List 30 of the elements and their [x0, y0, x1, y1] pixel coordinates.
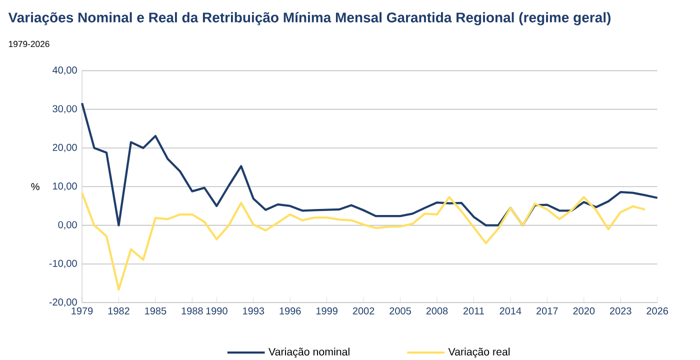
x-tick-label: 2014 [500, 307, 522, 314]
y-tick-label: 30,00 [52, 105, 77, 114]
y-tick-label: -10,00 [49, 260, 77, 268]
x-tick-label: 1996 [280, 307, 301, 314]
x-tick-label: 1988 [182, 307, 203, 314]
legend-label: Variação real [448, 348, 510, 358]
x-tick-label: 2020 [573, 307, 595, 314]
x-tick-label: 1990 [206, 307, 228, 314]
x-tick-label: 1982 [108, 307, 130, 314]
y-tick-label: 10,00 [53, 182, 77, 191]
x-tick-label: 2023 [610, 307, 632, 314]
x-tick-label: 2008 [426, 307, 448, 314]
x-tick-label: 2011 [463, 307, 484, 314]
chart-title: Variações Nominal e Real da Retribuição Mínima Mensal Garantida Regional (regime geral) [8, 12, 610, 26]
x-tick-label: 2002 [352, 307, 374, 314]
x-tick-label: 1985 [145, 307, 166, 314]
x-tick-label: 2017 [536, 307, 558, 314]
y-tick-label: -20,00 [49, 298, 77, 307]
x-tick-label: 1979 [72, 307, 93, 314]
line-series [80, 192, 646, 291]
x-tick-label: 2026 [646, 307, 668, 314]
y-tick-label: 40,00 [52, 66, 77, 75]
legend-label: Variação nominal [268, 348, 350, 358]
x-tick-label: 1999 [316, 307, 338, 314]
x-tick-label: 1993 [243, 307, 264, 314]
x-tick-label: 2005 [390, 307, 411, 314]
y-axis-title: % [31, 183, 40, 190]
y-tick-label: 0,00 [58, 221, 77, 230]
y-tick-label: 20,00 [52, 144, 77, 152]
chart-subtitle: 1979-2026 [8, 40, 50, 48]
